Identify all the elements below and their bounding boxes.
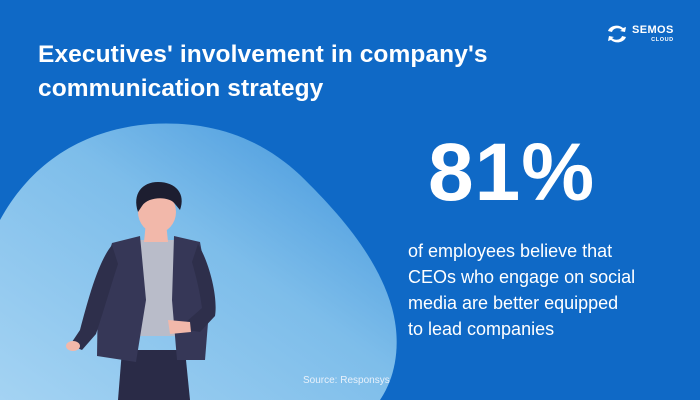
legs: [118, 350, 190, 400]
right-arm: [186, 244, 216, 332]
description-line-4: to lead companies: [408, 319, 555, 339]
semos-cloud-icon: [608, 25, 626, 43]
right-hand: [168, 320, 191, 334]
page-title: Executives' involvement in company's com…: [38, 38, 518, 106]
stat-value: 81%: [428, 127, 596, 218]
title-line-2: communication strategy: [38, 75, 324, 102]
shirt: [132, 240, 185, 336]
description-line-2: CEOs who engage on social: [408, 267, 636, 287]
hair: [136, 182, 182, 212]
title-line-1: Executives' involvement in company's: [38, 41, 488, 68]
semos-cloud-logo: SEMOS CLOUD: [604, 22, 674, 46]
stat-description: of employees believe that CEOs who engag…: [408, 238, 688, 342]
head: [138, 191, 176, 233]
description-line-1: of employees believe that: [408, 241, 613, 261]
left-hand: [66, 341, 80, 351]
logo-name: SEMOS: [632, 23, 674, 36]
description-line-3: media are better equipped: [408, 293, 619, 313]
logo-sub: CLOUD: [651, 36, 674, 43]
source-note: Source: Responsys: [303, 375, 390, 386]
left-arm: [70, 245, 118, 350]
